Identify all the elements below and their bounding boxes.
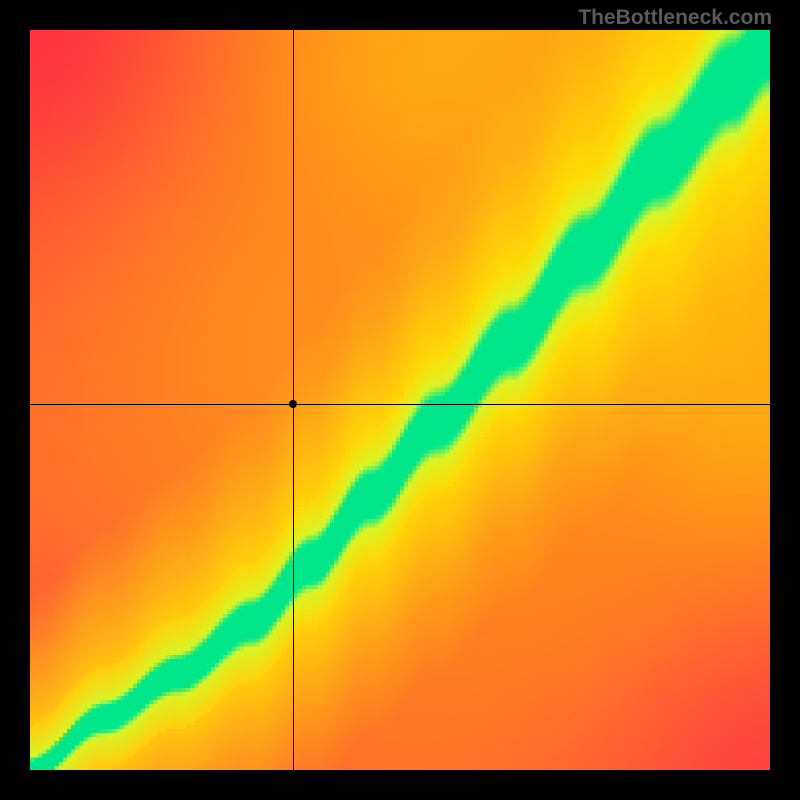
heatmap-canvas — [30, 30, 770, 770]
watermark-text: TheBottleneck.com — [578, 6, 772, 30]
chart-frame: TheBottleneck.com — [0, 0, 800, 800]
crosshair-horizontal — [30, 404, 770, 405]
plot-area — [30, 30, 770, 770]
data-point-marker — [289, 400, 297, 408]
